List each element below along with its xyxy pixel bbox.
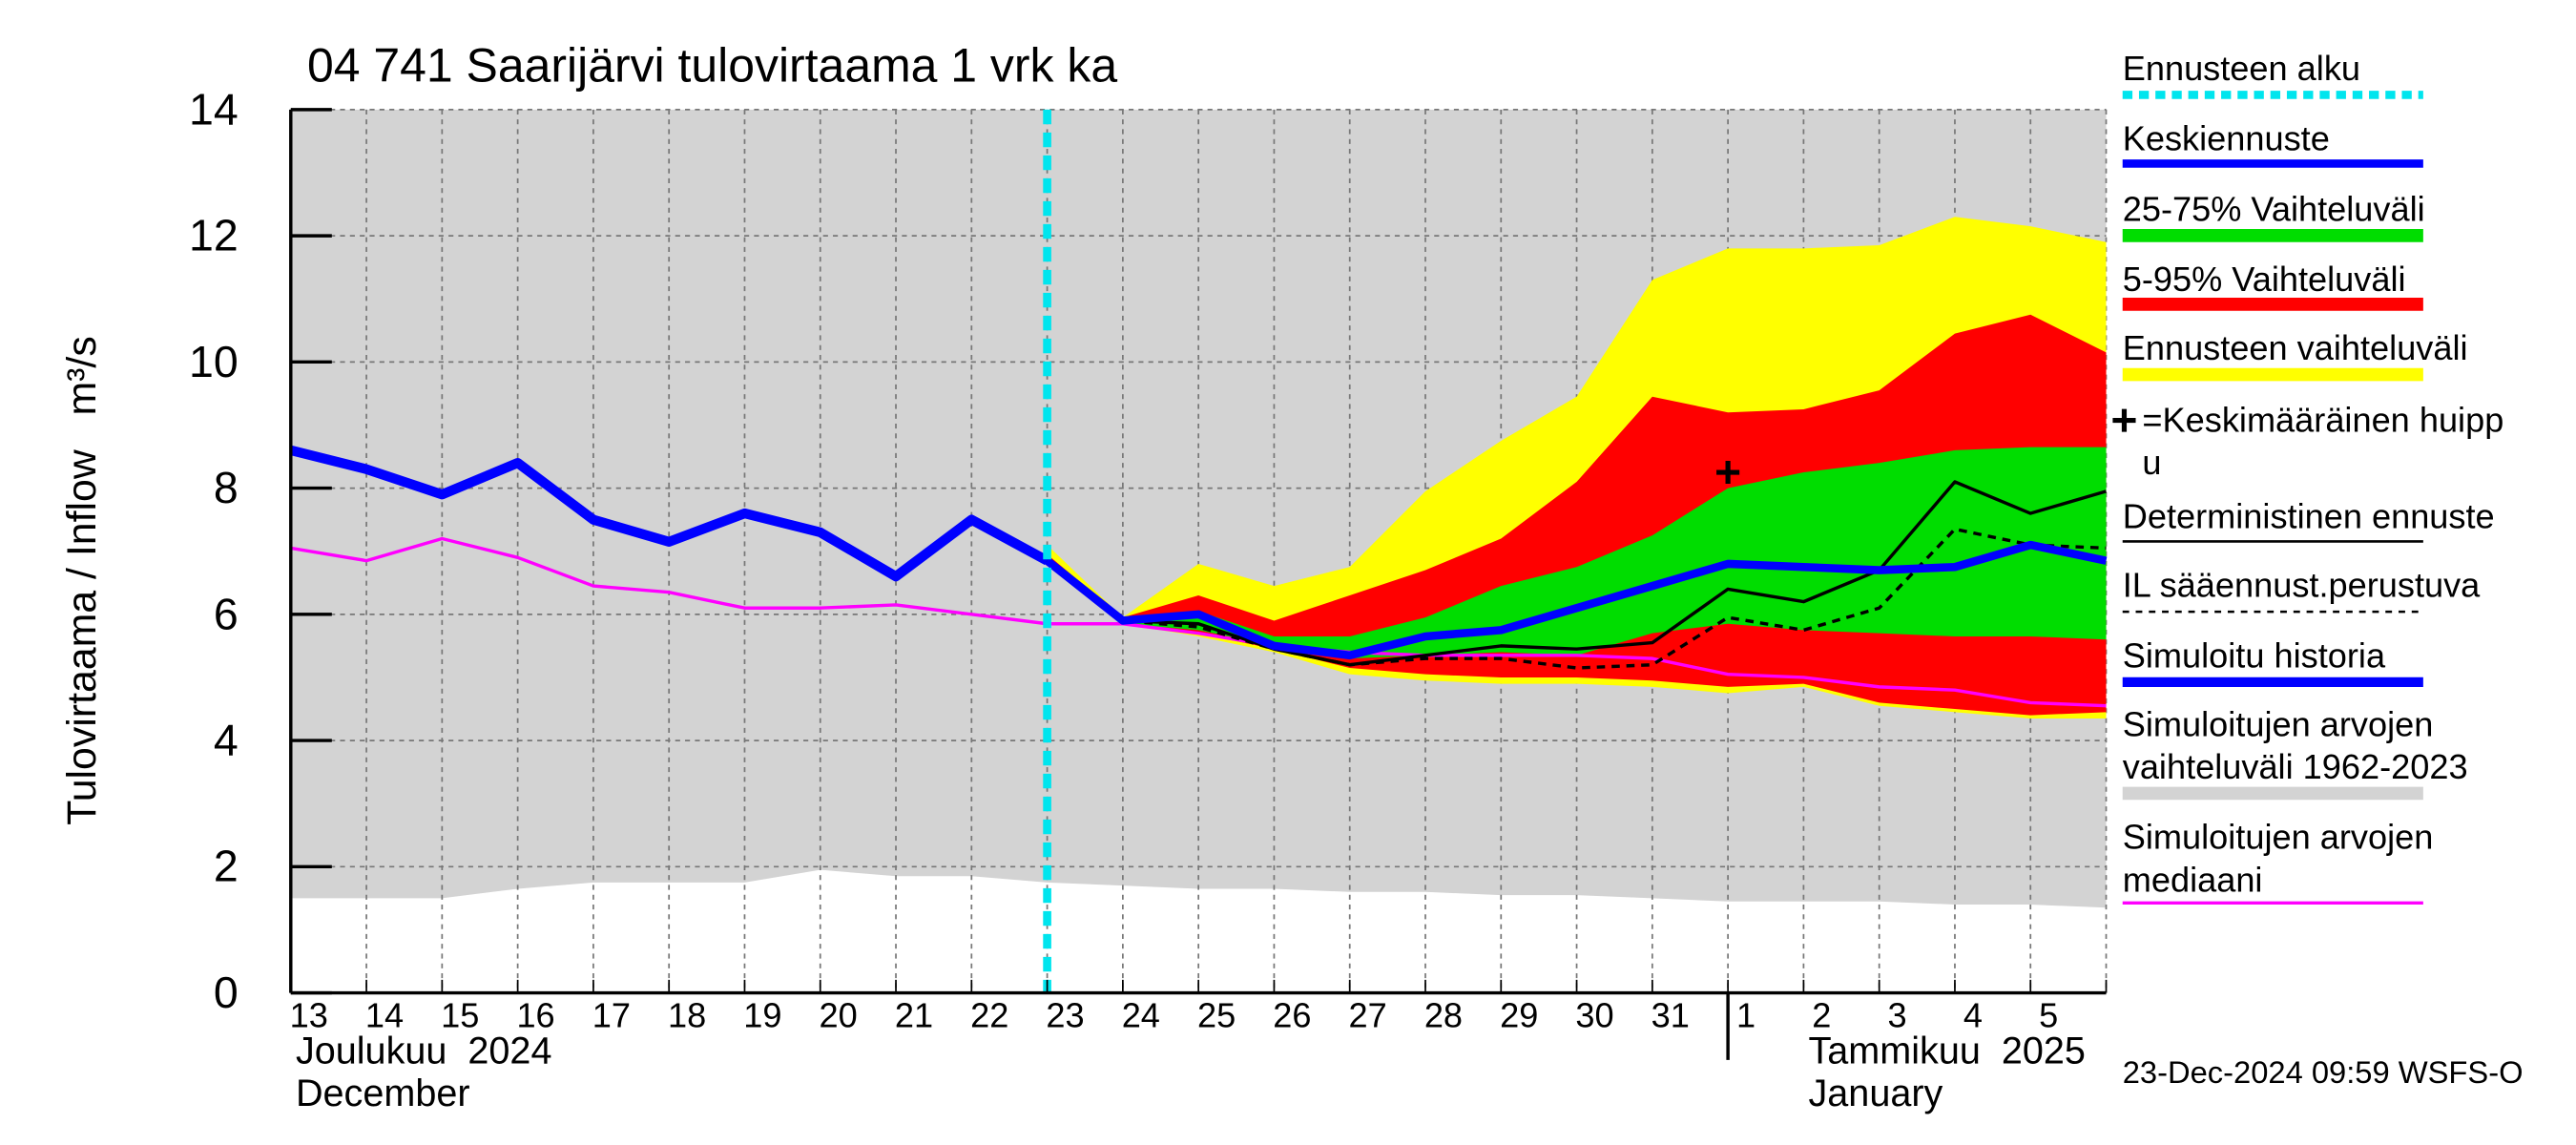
legend-label: u bbox=[2142, 443, 2161, 482]
x-tick-label: 22 bbox=[970, 996, 1008, 1035]
y-tick-label: 2 bbox=[214, 842, 239, 891]
legend-label: Simuloitujen arvojen bbox=[2123, 818, 2434, 857]
line bbox=[290, 536, 2107, 708]
chart-title: 04 741 Saarijärvi tulovirtaama 1 vrk ka bbox=[307, 39, 1117, 93]
x-tick-label: 15 bbox=[441, 996, 479, 1035]
y-tick-label: 6 bbox=[214, 589, 239, 638]
band bbox=[1047, 447, 2107, 659]
y-tick-label: 10 bbox=[189, 337, 239, 386]
legend-label: Ennusteen vaihteluväli bbox=[2123, 328, 2468, 367]
x-tick-label: 1 bbox=[1736, 996, 1755, 1035]
legend-label: Keskiennuste bbox=[2123, 119, 2330, 158]
x-tick-label: 18 bbox=[668, 996, 706, 1035]
y-tick-label: 4 bbox=[214, 716, 239, 765]
x-tick-label: 24 bbox=[1122, 996, 1160, 1035]
legend-label: Ennusteen alku bbox=[2123, 49, 2360, 88]
legend-label: Simuloitu historia bbox=[2123, 636, 2386, 676]
x-tick-label: 16 bbox=[516, 996, 554, 1035]
x-tick-label: 13 bbox=[290, 996, 328, 1035]
y-tick-label: 0 bbox=[214, 968, 239, 1017]
legend-label: IL sääennust.perustuva bbox=[2123, 566, 2481, 605]
legend-symbol bbox=[2112, 408, 2136, 432]
x-tick-label: 5 bbox=[2039, 996, 2058, 1035]
x-tick-label: 26 bbox=[1273, 996, 1311, 1035]
line bbox=[1046, 480, 2108, 667]
line bbox=[289, 445, 1050, 582]
x-tick-label: 27 bbox=[1349, 996, 1387, 1035]
legend-label: vaihteluväli 1962-2023 bbox=[2123, 747, 2468, 786]
x-tick-label: 31 bbox=[1652, 996, 1690, 1035]
x-tick-label: 3 bbox=[1888, 996, 1907, 1035]
legend-label: Deterministinen ennuste bbox=[2123, 497, 2495, 536]
timestamp: 23-Dec-2024 09:59 WSFS-O bbox=[2123, 1054, 2524, 1090]
y-tick-label: 8 bbox=[214, 463, 239, 512]
month-label: January bbox=[1808, 1072, 1942, 1114]
month-label: Joulukuu 2024 bbox=[296, 1030, 552, 1072]
x-tick-label: 21 bbox=[895, 996, 933, 1035]
x-tick-label: 25 bbox=[1197, 996, 1236, 1035]
legend-label: 25-75% Vaihteluväli bbox=[2123, 190, 2425, 229]
month-label: Tammikuu 2025 bbox=[1808, 1030, 2085, 1072]
y-tick-label: 12 bbox=[189, 211, 239, 260]
x-tick-label: 14 bbox=[365, 996, 404, 1035]
x-tick-label: 19 bbox=[743, 996, 781, 1035]
line bbox=[1044, 540, 2108, 660]
x-tick-label: 29 bbox=[1500, 996, 1538, 1035]
x-tick-label: 17 bbox=[592, 996, 631, 1035]
y-axis-label: Tulovirtaama / Inflow m³/s bbox=[59, 336, 105, 825]
month-label: December bbox=[296, 1072, 470, 1114]
x-tick-label: 30 bbox=[1575, 996, 1613, 1035]
x-tick-label: 23 bbox=[1046, 996, 1084, 1035]
peak-marker bbox=[1716, 461, 1740, 485]
legend: Ennusteen alku Keskiennuste 25-75% Vaihtel… bbox=[2112, 49, 2503, 905]
plot-area bbox=[289, 108, 2108, 995]
legend-label: Simuloitujen arvojen bbox=[2123, 705, 2434, 744]
y-tick-label: 14 bbox=[189, 84, 239, 134]
x-tick-label: 20 bbox=[820, 996, 858, 1035]
x-tick-label: 4 bbox=[1963, 996, 1983, 1035]
legend-label: mediaani bbox=[2123, 860, 2263, 899]
x-tick-label: 28 bbox=[1424, 996, 1463, 1035]
legend-label: =Keskimääräinen huipp bbox=[2142, 401, 2503, 440]
line bbox=[1046, 527, 2107, 670]
x-tick-label: 2 bbox=[1812, 996, 1831, 1035]
legend-label: 5-95% Vaihteluväli bbox=[2123, 260, 2406, 299]
